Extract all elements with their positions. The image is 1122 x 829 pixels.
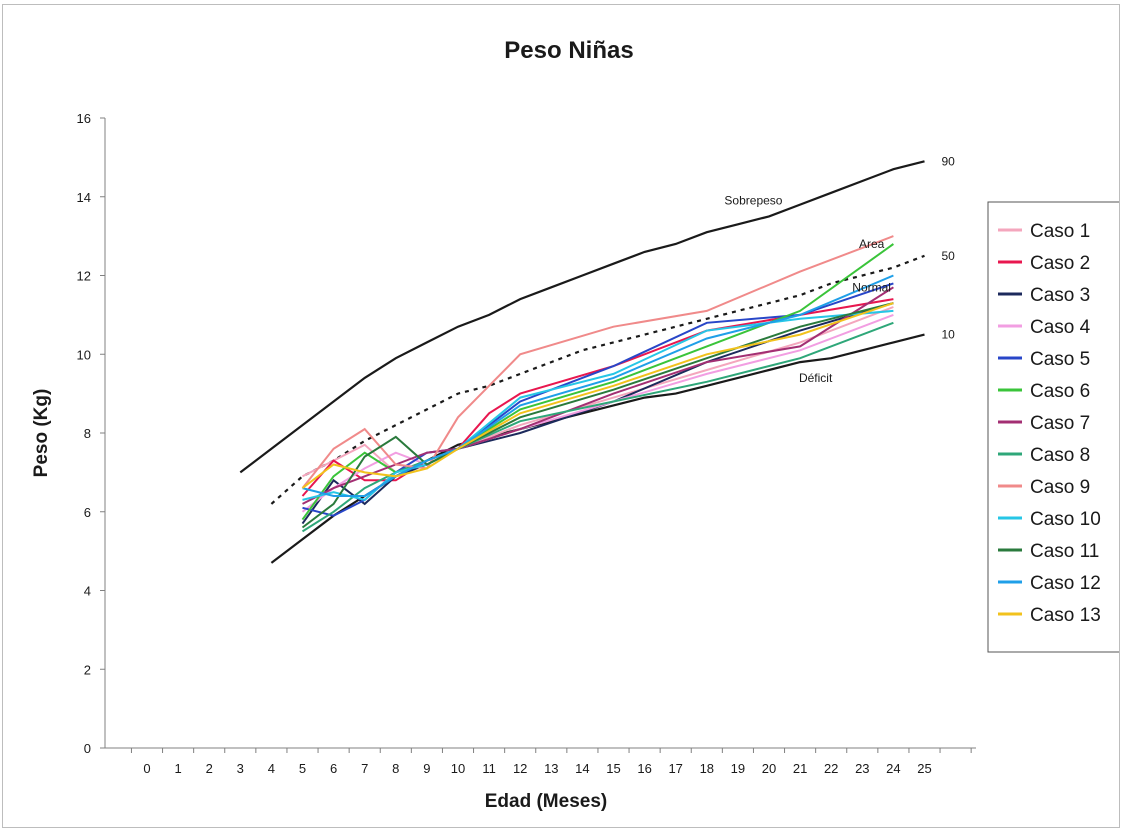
x-tick-label: 4 xyxy=(268,761,275,776)
x-tick-label: 25 xyxy=(917,761,931,776)
chart-canvas: Peso Niñas Edad (Meses) Peso (Kg) 024681… xyxy=(31,37,1119,812)
legend-label: Caso 7 xyxy=(1030,413,1090,434)
x-tick-label: 11 xyxy=(482,761,496,776)
annotation-label: Sobrepeso xyxy=(724,194,782,208)
legend-label: Caso 11 xyxy=(1030,541,1099,562)
x-tick-label: 21 xyxy=(793,761,807,776)
legend-label: Caso 8 xyxy=(1030,445,1090,466)
percentile-90-label: 90 xyxy=(942,154,956,168)
x-tick-label: 12 xyxy=(513,761,527,776)
series-line-caso-9 xyxy=(301,235,894,489)
x-tick-label: 18 xyxy=(700,761,714,776)
x-tick-label: 5 xyxy=(299,761,306,776)
percentile-90-line xyxy=(239,160,925,474)
y-tick-label: 14 xyxy=(77,190,91,205)
y-axis-title: Peso (Kg) xyxy=(31,389,52,478)
x-tick-label: 2 xyxy=(206,761,213,776)
annotation-label: Déficit xyxy=(799,371,833,385)
y-tick-label: 8 xyxy=(84,426,91,441)
x-tick-label: 7 xyxy=(361,761,368,776)
legend-label: Caso 9 xyxy=(1030,477,1090,498)
legend-label: Caso 6 xyxy=(1030,381,1090,402)
legend-box xyxy=(987,201,1119,653)
x-tick-label: 6 xyxy=(330,761,337,776)
series-line-caso-13 xyxy=(301,302,894,489)
x-tick-label: 16 xyxy=(637,761,651,776)
legend-label: Caso 3 xyxy=(1030,285,1090,306)
chart-title: Peso Niñas xyxy=(504,37,633,64)
y-tick-label: 6 xyxy=(84,505,91,520)
x-tick-label: 23 xyxy=(855,761,869,776)
legend-label: Caso 1 xyxy=(1030,221,1090,242)
series-line-caso-3 xyxy=(301,302,894,525)
y-tick-label: 2 xyxy=(84,662,91,677)
x-tick-label: 9 xyxy=(423,761,430,776)
x-tick-label: 0 xyxy=(143,761,150,776)
legend-label: Caso 2 xyxy=(1030,253,1090,274)
x-tick-label: 20 xyxy=(762,761,776,776)
series-line-caso-7 xyxy=(302,286,894,505)
percentile-50-label: 50 xyxy=(942,249,956,263)
legend-label: Caso 12 xyxy=(1030,573,1101,594)
percentile-10-label: 10 xyxy=(942,328,956,342)
x-tick-label: 13 xyxy=(544,761,558,776)
x-tick-label: 19 xyxy=(731,761,745,776)
x-tick-label: 10 xyxy=(451,761,465,776)
legend: Caso 1 Caso 2 Caso 3 Caso 4 Caso 5 Caso 6 Caso… xyxy=(987,201,1119,653)
series-line-caso-8 xyxy=(301,321,894,533)
annotations: Sobrepeso Area Normal Déficit xyxy=(724,194,891,385)
series-line-caso-11 xyxy=(301,302,894,529)
y-tick-label: 16 xyxy=(77,111,91,126)
y-tick-label: 0 xyxy=(84,741,91,756)
legend-label: Caso 13 xyxy=(1030,605,1101,626)
y-tick-label: 10 xyxy=(77,347,91,362)
legend-label: Caso 5 xyxy=(1030,349,1090,370)
legend-label: Caso 10 xyxy=(1030,509,1101,530)
y-tick-label: 12 xyxy=(77,269,91,284)
x-tick-label: 17 xyxy=(668,761,682,776)
x-tick-label: 1 xyxy=(174,761,181,776)
annotation-label: Area xyxy=(859,237,885,251)
x-tick-label: 24 xyxy=(886,761,900,776)
x-axis-title: Edad (Meses) xyxy=(485,791,607,812)
x-tick-label: 8 xyxy=(392,761,399,776)
x-tick-label: 14 xyxy=(575,761,589,776)
legend-label: Caso 4 xyxy=(1030,317,1091,338)
x-tick-label: 15 xyxy=(606,761,620,776)
y-tick-label: 4 xyxy=(84,584,91,599)
x-tick-label: 22 xyxy=(824,761,838,776)
annotation-label: Normal xyxy=(852,280,891,294)
x-tick-label: 3 xyxy=(237,761,244,776)
series-lines xyxy=(301,235,894,533)
